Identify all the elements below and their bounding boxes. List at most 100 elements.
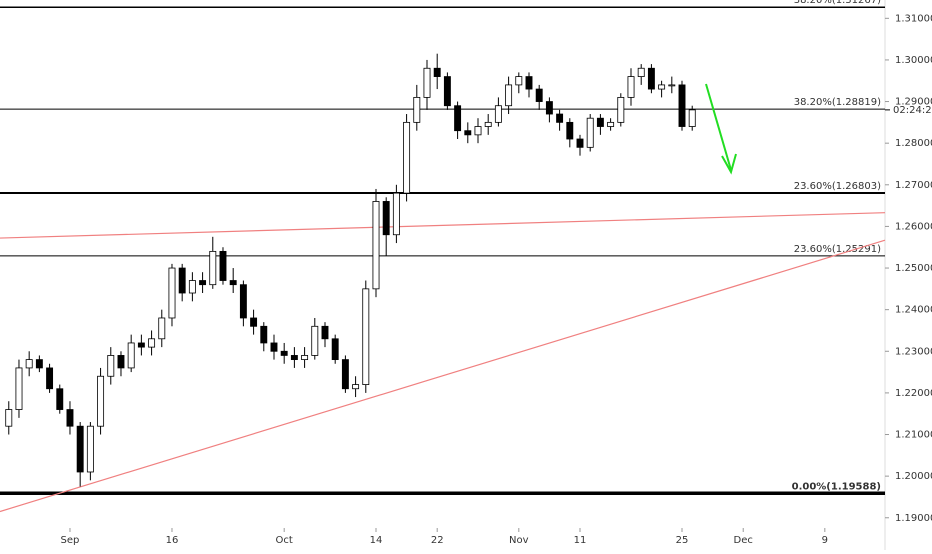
- candle-body: [566, 121, 574, 140]
- candle-body: [46, 367, 54, 390]
- countdown: 02:24:29: [893, 105, 932, 116]
- y-tick-label: 1.24000: [895, 305, 932, 316]
- candle-body: [76, 425, 84, 473]
- arrow-head: [721, 153, 737, 175]
- y-tick-label: 1.26000: [895, 221, 932, 232]
- fib-label: 38.20%(1.28819): [794, 97, 881, 108]
- candle-body: [576, 138, 584, 148]
- candle-body: [188, 280, 196, 294]
- candle-body: [331, 338, 339, 361]
- candle-body: [35, 359, 43, 369]
- candle-body: [321, 325, 329, 340]
- trendline: [0, 239, 886, 513]
- candle-body: [362, 288, 370, 385]
- candle-body: [556, 113, 564, 123]
- candle-body: [56, 388, 64, 410]
- candle-body: [229, 280, 237, 286]
- fib-label: 23.60%(1.26803): [794, 181, 881, 192]
- y-tick-label: 1.30000: [895, 55, 932, 66]
- candle-body: [148, 338, 156, 348]
- candle-body: [219, 250, 227, 281]
- candle-body: [290, 355, 298, 361]
- candle-body: [586, 117, 594, 148]
- x-tick-label: Sep: [61, 535, 80, 546]
- fib-label: 0.00%(1.19588): [792, 481, 881, 492]
- candle-body: [464, 130, 472, 136]
- x-tick-label: Nov: [509, 535, 529, 546]
- y-tick-label: 1.27000: [895, 180, 932, 191]
- candle-body: [15, 367, 23, 410]
- candle-body: [617, 96, 625, 123]
- x-tick-label: Dec: [734, 535, 753, 546]
- candle-body: [637, 67, 645, 77]
- candle-body: [658, 84, 666, 90]
- candle-body: [596, 117, 604, 127]
- candle-body: [239, 284, 247, 319]
- candle-body: [209, 250, 217, 286]
- candle-body: [301, 355, 309, 361]
- candle-body: [403, 121, 411, 194]
- candle-body: [515, 76, 523, 86]
- x-tick-label: 14: [370, 535, 383, 546]
- candle-body: [117, 355, 125, 369]
- arrow-shaft: [705, 83, 732, 171]
- candle-body: [484, 121, 492, 127]
- candle-body: [525, 76, 533, 90]
- candle-body: [607, 121, 615, 127]
- candle-body: [137, 342, 145, 348]
- candle-body: [688, 109, 696, 127]
- candle-body: [66, 409, 74, 427]
- x-tick-label: 9: [822, 535, 828, 546]
- candle-body: [535, 88, 543, 102]
- y-tick-label: 1.20000: [895, 471, 932, 482]
- y-tick-label: 1.28000: [895, 138, 932, 149]
- candle-body: [678, 84, 686, 127]
- candle-body: [392, 192, 400, 236]
- y-tick-label: 1.22000: [895, 388, 932, 399]
- candle-body: [260, 325, 268, 344]
- candle-body: [107, 355, 115, 377]
- candle-body: [25, 359, 33, 369]
- y-tick-label: 1.19000: [895, 513, 932, 524]
- y-tick-label: 1.31000: [895, 13, 932, 24]
- candle-body: [199, 280, 207, 286]
- candle-body: [627, 76, 635, 98]
- candle-body: [382, 201, 390, 236]
- candle-body: [668, 84, 676, 87]
- candle-body: [474, 126, 482, 136]
- candle-body: [127, 342, 135, 369]
- candle-body: [270, 342, 278, 352]
- candle-body: [280, 350, 288, 356]
- candle-body: [443, 76, 451, 107]
- candle-body: [168, 267, 176, 319]
- fib-label: 38.20%(1.31267): [794, 0, 881, 6]
- candle-body: [454, 105, 462, 132]
- candle-body: [311, 325, 319, 356]
- candle-body: [433, 67, 441, 77]
- x-tick-label: 16: [166, 535, 179, 546]
- x-tick-label: 22: [431, 535, 444, 546]
- y-tick-label: 1.29000: [895, 97, 932, 108]
- y-tick-label: 1.21000: [895, 430, 932, 441]
- candle-body: [413, 96, 421, 123]
- x-tick-label: 11: [574, 535, 587, 546]
- trendline: [0, 212, 886, 239]
- candle-body: [250, 317, 258, 327]
- candle-body: [647, 67, 655, 90]
- y-tick-label: 1.25000: [895, 263, 932, 274]
- candle-body: [178, 267, 186, 294]
- candle-body: [545, 101, 553, 115]
- candle-body: [97, 375, 105, 427]
- candle-body: [341, 359, 349, 390]
- candle-body: [5, 409, 13, 427]
- candle-body: [352, 384, 360, 390]
- candle-body: [494, 105, 502, 123]
- fib-label: 23.60%(1.25291): [794, 244, 881, 255]
- x-tick-label: 25: [676, 535, 689, 546]
- candle-body: [158, 317, 166, 340]
- candle-body: [423, 67, 431, 98]
- candle-body: [505, 84, 513, 107]
- plot: 38.20%(1.31267) 38.20%(1.28819) 23.60%(1.2…: [0, 0, 886, 513]
